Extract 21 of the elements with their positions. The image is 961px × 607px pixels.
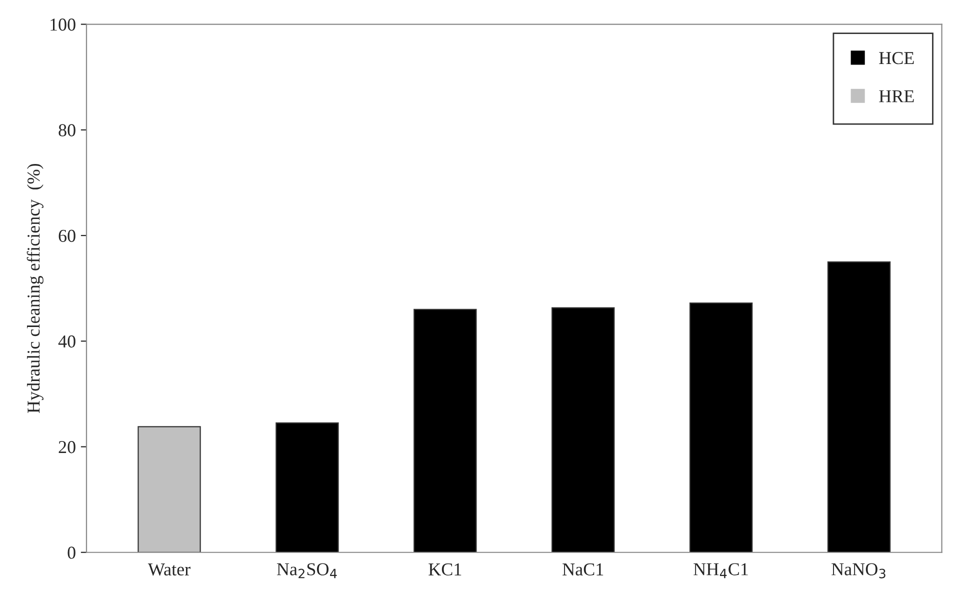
bar <box>414 308 477 552</box>
bar <box>689 302 753 552</box>
y-tick-label: 0 <box>68 546 76 559</box>
legend-label: HCE <box>879 52 914 64</box>
x-tick-label: Na$_{2}$SO$_{4}$ <box>276 563 337 578</box>
x-tick-label: KC1 <box>428 563 462 576</box>
y-tick-label: 60 <box>58 230 76 242</box>
y-tick-label: 20 <box>58 441 76 454</box>
x-tick-label: NH$_{4}$C1 <box>694 563 748 578</box>
y-tick-label: 80 <box>58 124 76 136</box>
y-axis-title: Hydraulic cleaning efficiency (%) <box>26 164 44 413</box>
y-tick-label: 40 <box>58 335 76 348</box>
bar <box>276 422 339 552</box>
x-tick-label: NaNO$_{3}$ <box>832 563 886 578</box>
bar <box>138 426 201 552</box>
legend-label: HRE <box>879 90 914 102</box>
bar <box>552 307 615 552</box>
bar <box>827 261 891 552</box>
x-tick-label: Water <box>148 563 190 576</box>
x-tick-label: NaC1 <box>562 563 604 576</box>
y-tick-label: 100 <box>50 18 76 31</box>
